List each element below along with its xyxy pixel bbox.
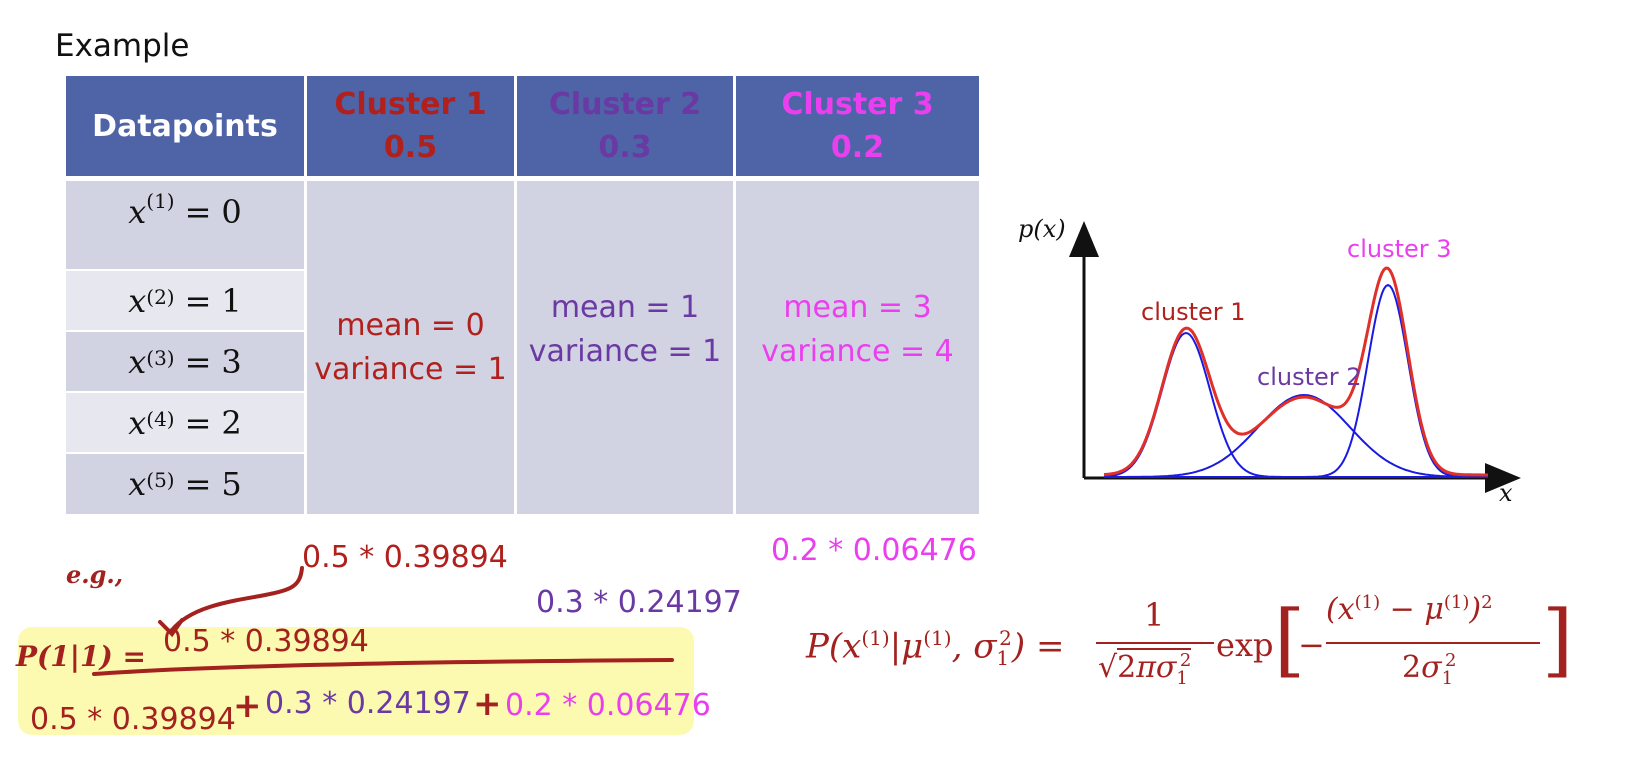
cluster-2-gaussian xyxy=(1104,393,1488,478)
header-cluster-1: Cluster 1 0.5 xyxy=(307,76,514,176)
cluster-1-params: mean = 0 variance = 1 xyxy=(307,181,514,514)
y-axis-label: p(x) xyxy=(1018,215,1066,243)
left-bracket: [ xyxy=(1274,593,1306,686)
x-axis-label: x xyxy=(1499,479,1513,507)
cluster-2-term: 0.3 * 0.24197 xyxy=(536,585,742,620)
plus-sign-1: + xyxy=(233,686,262,726)
exp-function: exp xyxy=(1216,626,1274,664)
sqrt-term: √2πσ12 xyxy=(1098,648,1192,689)
formula-lhs: P(x(1)|μ(1), σ12) = xyxy=(806,626,1065,671)
cluster-3-term: 0.2 * 0.06476 xyxy=(771,533,977,568)
cluster-3-variance: variance = 4 xyxy=(761,334,954,369)
plot-label-cluster-3: cluster 3 xyxy=(1347,235,1452,263)
cluster-1-name: Cluster 1 xyxy=(334,87,487,122)
slide-title: Example xyxy=(55,28,190,64)
header-cluster-3: Cluster 3 0.2 xyxy=(736,76,979,176)
cluster-1-mean: mean = 0 xyxy=(336,307,485,343)
minus-sign: − xyxy=(1298,626,1325,664)
gaussian-pdf-formula: P(x(1)|μ(1), σ12) = 1 √2πσ12 exp [ − (x(… xyxy=(806,588,1636,708)
denominator-term-3: 0.2 * 0.06476 xyxy=(505,688,711,723)
cluster-2-mean: mean = 1 xyxy=(550,290,700,325)
cluster-2-name: Cluster 2 xyxy=(548,87,702,122)
right-bracket: ] xyxy=(1542,593,1574,686)
cluster-1-variance: variance = 1 xyxy=(314,351,507,387)
fraction-line-1 xyxy=(1096,642,1214,644)
cluster-3-mean: mean = 3 xyxy=(783,290,932,325)
fraction-numerator-one: 1 xyxy=(1144,596,1165,634)
datapoint-row-4: x (4) = 2 xyxy=(66,393,304,452)
datapoint-row-5: x (5) = 5 xyxy=(66,454,304,514)
highlight-box xyxy=(18,627,694,735)
cluster-1-weight: 0.5 xyxy=(383,130,438,165)
header-datapoints: Datapoints xyxy=(66,76,304,176)
exponent-denominator: 2σ12 xyxy=(1402,650,1457,689)
gaussian-mixture-plot: p(x) x cluster 1 cluster 2 cluster 3 xyxy=(1018,215,1521,507)
cluster-table: Datapoints Cluster 1 0.5 Cluster 2 0.3 C… xyxy=(66,76,979,514)
denominator-term-1: 0.5 * 0.39894 xyxy=(30,702,236,737)
fraction-bar xyxy=(92,658,674,676)
posterior-label: P(1|1) = xyxy=(16,640,146,673)
fraction-line-2 xyxy=(1326,642,1540,644)
header-datapoints-label: Datapoints xyxy=(92,108,278,144)
cluster-3-params: mean = 3 variance = 4 xyxy=(736,181,979,514)
header-cluster-2: Cluster 2 0.3 xyxy=(517,76,733,176)
cluster-1-term: 0.5 * 0.39894 xyxy=(302,540,508,575)
datapoint-row-1: x (1) = 0 xyxy=(66,181,304,269)
plot-label-cluster-1: cluster 1 xyxy=(1141,298,1246,326)
denominator-term-2: 0.3 * 0.24197 xyxy=(265,686,471,721)
exponent-numerator: (x(1) − μ(1))2 xyxy=(1326,592,1493,627)
mixture-density xyxy=(1103,266,1488,477)
cluster-2-params: mean = 1 variance = 1 xyxy=(517,181,733,514)
eg-note: e.g., xyxy=(66,560,124,589)
numerator: 0.5 * 0.39894 xyxy=(163,624,369,659)
cluster-3-name: Cluster 3 xyxy=(781,87,934,122)
handwritten-arrow xyxy=(158,566,304,638)
datapoint-row-3: x (3) = 3 xyxy=(66,332,304,391)
cluster-3-weight: 0.2 xyxy=(830,130,885,165)
cluster-2-weight: 0.3 xyxy=(598,130,652,165)
datapoint-row-2: x (2) = 1 xyxy=(66,271,304,330)
plot-label-cluster-2: cluster 2 xyxy=(1257,363,1362,391)
plus-sign-2: + xyxy=(473,684,502,724)
cluster-2-variance: variance = 1 xyxy=(528,334,722,369)
